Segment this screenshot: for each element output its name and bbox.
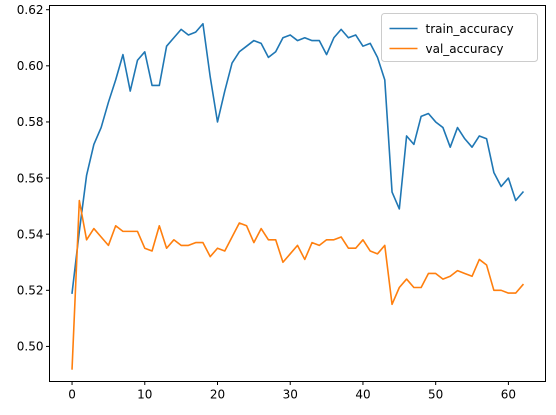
legend: train_accuracy val_accuracy xyxy=(381,13,538,62)
y-axis-ticks: 0.50 0.52 0.54 0.56 0.58 0.60 0.62 xyxy=(17,3,50,354)
series-line-train-accuracy xyxy=(71,22,525,294)
x-tick-label: 0 xyxy=(68,388,76,402)
series-line-val-accuracy xyxy=(71,199,525,370)
y-tick-label: 0.54 xyxy=(17,227,44,241)
y-tick-label: 0.58 xyxy=(17,115,44,129)
x-tick-label: 30 xyxy=(283,388,298,402)
x-tick-label: 10 xyxy=(137,388,152,402)
y-tick-label: 0.60 xyxy=(17,59,44,73)
y-tick-label: 0.62 xyxy=(17,3,44,17)
y-tick-label: 0.52 xyxy=(17,284,44,298)
x-tick-label: 50 xyxy=(428,388,443,402)
x-tick-label: 40 xyxy=(355,388,370,402)
legend-label: train_accuracy xyxy=(426,22,514,36)
legend-box xyxy=(381,13,538,62)
x-axis-ticks: 0 10 20 30 40 50 60 xyxy=(68,381,516,402)
plot-area-frame xyxy=(49,5,546,382)
x-tick-label: 60 xyxy=(501,388,516,402)
x-tick-label: 20 xyxy=(210,388,225,402)
series-lines xyxy=(71,22,525,370)
y-tick-label: 0.56 xyxy=(17,171,44,185)
legend-label: val_accuracy xyxy=(426,42,504,56)
y-tick-label: 0.50 xyxy=(17,340,44,354)
